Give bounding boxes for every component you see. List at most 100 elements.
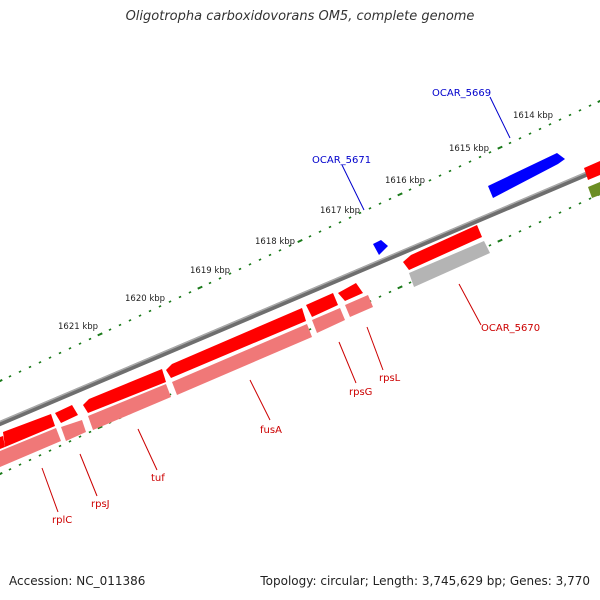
- scale-tick: [528, 132, 532, 135]
- scale-tick: [338, 221, 342, 224]
- scale-tick: [348, 216, 352, 219]
- scale-tick: [0, 378, 3, 383]
- scale-tick: [497, 145, 503, 150]
- scale-tick: [238, 267, 242, 271]
- scale-tick: [548, 123, 552, 126]
- scale-tick: [228, 272, 232, 275]
- gene-OCAR_5669[interactable]: [488, 153, 565, 198]
- scale-tick: [538, 127, 542, 131]
- scale-tick: [118, 323, 122, 327]
- scale-tick: [8, 468, 12, 471]
- gene-fusA[interactable]: [166, 308, 306, 378]
- gene-label-OCAR_5671[interactable]: OCAR_5671: [312, 155, 371, 166]
- scale-tick: [418, 183, 422, 187]
- scale-tick: [48, 356, 52, 359]
- gene-tuf[interactable]: [83, 369, 166, 413]
- scale-tick: [578, 202, 582, 205]
- scale-tick: [158, 305, 162, 308]
- kbp-label: 1614 kbp: [513, 111, 553, 121]
- scale-tick: [97, 425, 103, 430]
- scale-tick: [108, 328, 112, 331]
- topology-text: Topology: circular; Length: 3,745,629 bp…: [260, 574, 590, 588]
- scale-tick: [528, 225, 532, 228]
- scale-tick: [68, 347, 72, 350]
- scale-tick: [478, 155, 482, 159]
- scale-tick: [378, 295, 382, 298]
- scale-tick: [28, 365, 32, 369]
- scale-tick: [408, 188, 412, 191]
- scale-tick: [58, 351, 62, 355]
- gene-OCAR_5670[interactable]: [403, 225, 482, 270]
- accession-text: Accession: NC_011386: [9, 574, 146, 588]
- kbp-label: 1616 kbp: [385, 176, 425, 186]
- gene-rpsJ[interactable]: [55, 405, 78, 423]
- gene-label-fusA[interactable]: fusA: [260, 425, 282, 436]
- scale-tick: [468, 160, 472, 163]
- gene-rpsG[interactable]: [306, 293, 338, 317]
- scale-tick: [258, 258, 262, 261]
- scale-tick: [48, 449, 52, 452]
- scale-tick: [78, 342, 82, 345]
- gene-rplC[interactable]: [3, 414, 55, 447]
- scale-tick: [388, 290, 392, 294]
- scale-tick: [58, 444, 62, 448]
- scale-tick: [28, 458, 32, 462]
- scale-tick: [368, 207, 372, 210]
- gene-rpsL[interactable]: [338, 283, 363, 301]
- track-tuf: [88, 384, 171, 430]
- gene-label-tuf[interactable]: tuf: [151, 473, 165, 484]
- scale-tick: [588, 104, 592, 107]
- scale-tick: [488, 151, 492, 154]
- track-rpsL: [345, 295, 373, 317]
- gene-partial-right-olive[interactable]: [588, 182, 600, 198]
- kbp-label: 1621 kbp: [58, 322, 98, 332]
- scale-tick: [0, 471, 3, 476]
- gene-partial-right-red[interactable]: [584, 161, 600, 180]
- scale-tick: [397, 192, 403, 197]
- scale-tick: [458, 165, 462, 168]
- gene-label-OCAR_5669[interactable]: OCAR_5669: [432, 88, 491, 99]
- kbp-label: 1620 kbp: [125, 294, 165, 304]
- kbp-label: 1617 kbp: [320, 206, 360, 216]
- scale-tick: [288, 244, 292, 247]
- track-fusA: [172, 324, 312, 395]
- gene-label-rpsL[interactable]: rpsL: [379, 373, 401, 384]
- scale-tick: [588, 197, 592, 200]
- scale-tick: [138, 314, 142, 317]
- scale-tick: [78, 435, 82, 438]
- scale-tick: [568, 113, 572, 117]
- scale-tick: [448, 169, 452, 173]
- scale-tick: [438, 174, 442, 177]
- scale-tick: [148, 309, 152, 313]
- scale-tick: [88, 430, 92, 434]
- scale-tick: [508, 141, 512, 145]
- kbp-label: 1619 kbp: [190, 266, 230, 276]
- gene-label-rpsG[interactable]: rpsG: [349, 387, 372, 398]
- scale-tick: [378, 202, 382, 205]
- scale-tick: [128, 319, 132, 322]
- gene-OCAR_5671[interactable]: [373, 240, 388, 255]
- scale-tick: [68, 440, 72, 443]
- map-title: Oligotropha carboxidovorans OM5, complet…: [125, 9, 475, 24]
- scale-tick: [558, 211, 562, 214]
- gene-label-rpsJ[interactable]: rpsJ: [91, 499, 110, 510]
- gene-label-rplC[interactable]: rplC: [52, 515, 72, 526]
- gene-partial-left[interactable]: [0, 436, 5, 449]
- scale-tick: [308, 235, 312, 238]
- scale-tick: [508, 234, 512, 238]
- scale-tick: [558, 118, 562, 121]
- gene-label-OCAR_5670[interactable]: OCAR_5670: [481, 323, 540, 334]
- scale-tick: [488, 244, 492, 247]
- scale-tick: [18, 463, 22, 466]
- track-rplC: [0, 428, 61, 467]
- track-rpsG: [312, 308, 345, 333]
- scale-tick: [518, 137, 522, 140]
- scale-tick: [358, 211, 362, 215]
- scale-tick: [8, 375, 12, 378]
- scale-tick: [188, 291, 192, 294]
- scale-tick: [218, 277, 222, 280]
- scale-tick: [248, 263, 252, 266]
- scale-labels: 1614 kbp 1615 kbp 1616 kbp 1617 kbp 1618…: [58, 111, 553, 332]
